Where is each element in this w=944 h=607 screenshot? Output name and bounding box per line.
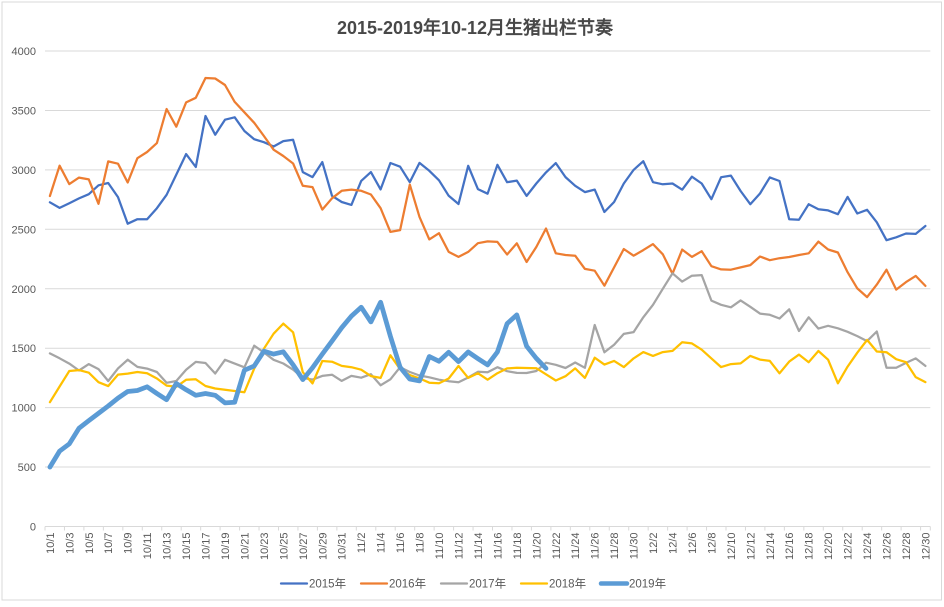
svg-text:12/12: 12/12 bbox=[745, 533, 757, 561]
svg-text:10/23: 10/23 bbox=[259, 533, 271, 561]
svg-text:11/12: 11/12 bbox=[454, 533, 466, 560]
svg-text:12/6: 12/6 bbox=[687, 533, 699, 554]
svg-text:2015-2019年10-12月生猪出栏节奏: 2015-2019年10-12月生猪出栏节奏 bbox=[337, 17, 614, 38]
svg-text:500: 500 bbox=[18, 462, 36, 474]
svg-text:10/3: 10/3 bbox=[64, 533, 76, 554]
svg-text:10/31: 10/31 bbox=[337, 533, 349, 561]
svg-text:0: 0 bbox=[30, 522, 36, 534]
svg-text:12/24: 12/24 bbox=[862, 533, 874, 561]
svg-text:10/19: 10/19 bbox=[220, 533, 232, 561]
svg-text:11/8: 11/8 bbox=[415, 533, 427, 554]
svg-text:10/17: 10/17 bbox=[201, 533, 213, 561]
svg-text:11/16: 11/16 bbox=[492, 533, 504, 560]
svg-text:10/13: 10/13 bbox=[162, 533, 174, 561]
svg-text:2000: 2000 bbox=[12, 284, 36, 296]
svg-text:11/4: 11/4 bbox=[376, 533, 388, 554]
svg-text:10/7: 10/7 bbox=[103, 533, 115, 554]
svg-text:12/8: 12/8 bbox=[706, 533, 718, 554]
svg-text:10/11: 10/11 bbox=[142, 533, 154, 560]
svg-text:2500: 2500 bbox=[12, 224, 36, 236]
svg-text:12/20: 12/20 bbox=[823, 533, 835, 561]
svg-text:12/26: 12/26 bbox=[882, 533, 894, 561]
svg-text:10/25: 10/25 bbox=[278, 533, 290, 561]
svg-text:11/22: 11/22 bbox=[551, 533, 563, 560]
svg-text:2015年: 2015年 bbox=[309, 577, 346, 591]
svg-text:11/6: 11/6 bbox=[395, 533, 407, 554]
svg-text:10/9: 10/9 bbox=[123, 533, 135, 554]
svg-text:12/18: 12/18 bbox=[804, 533, 816, 561]
svg-text:2017年: 2017年 bbox=[469, 577, 506, 591]
svg-text:12/22: 12/22 bbox=[843, 533, 855, 561]
svg-text:10/29: 10/29 bbox=[317, 533, 329, 561]
svg-text:12/2: 12/2 bbox=[648, 533, 660, 554]
svg-text:11/14: 11/14 bbox=[473, 533, 485, 560]
svg-text:3000: 3000 bbox=[12, 165, 36, 177]
svg-text:10/27: 10/27 bbox=[298, 533, 310, 561]
svg-text:11/30: 11/30 bbox=[629, 533, 641, 560]
svg-text:11/2: 11/2 bbox=[356, 533, 368, 554]
svg-text:4000: 4000 bbox=[12, 46, 36, 58]
svg-text:10/21: 10/21 bbox=[239, 533, 251, 561]
svg-text:11/28: 11/28 bbox=[609, 533, 621, 560]
svg-text:11/18: 11/18 bbox=[512, 533, 524, 560]
svg-text:11/24: 11/24 bbox=[570, 533, 582, 560]
svg-text:1000: 1000 bbox=[12, 403, 36, 415]
svg-text:10/1: 10/1 bbox=[45, 533, 57, 554]
svg-text:2018年: 2018年 bbox=[549, 577, 586, 591]
svg-text:3500: 3500 bbox=[12, 105, 36, 117]
svg-text:12/4: 12/4 bbox=[668, 533, 680, 554]
svg-text:2016年: 2016年 bbox=[389, 577, 426, 591]
svg-text:11/10: 11/10 bbox=[434, 533, 446, 560]
svg-text:12/10: 12/10 bbox=[726, 533, 738, 561]
svg-text:11/26: 11/26 bbox=[590, 533, 602, 560]
svg-text:1500: 1500 bbox=[12, 343, 36, 355]
svg-text:10/5: 10/5 bbox=[84, 533, 96, 554]
svg-text:12/28: 12/28 bbox=[901, 533, 913, 561]
svg-text:12/14: 12/14 bbox=[765, 533, 777, 561]
svg-text:2019年: 2019年 bbox=[629, 577, 666, 591]
svg-text:12/16: 12/16 bbox=[784, 533, 796, 561]
svg-text:12/30: 12/30 bbox=[920, 533, 932, 561]
svg-text:11/20: 11/20 bbox=[531, 533, 543, 560]
svg-text:10/15: 10/15 bbox=[181, 533, 193, 561]
